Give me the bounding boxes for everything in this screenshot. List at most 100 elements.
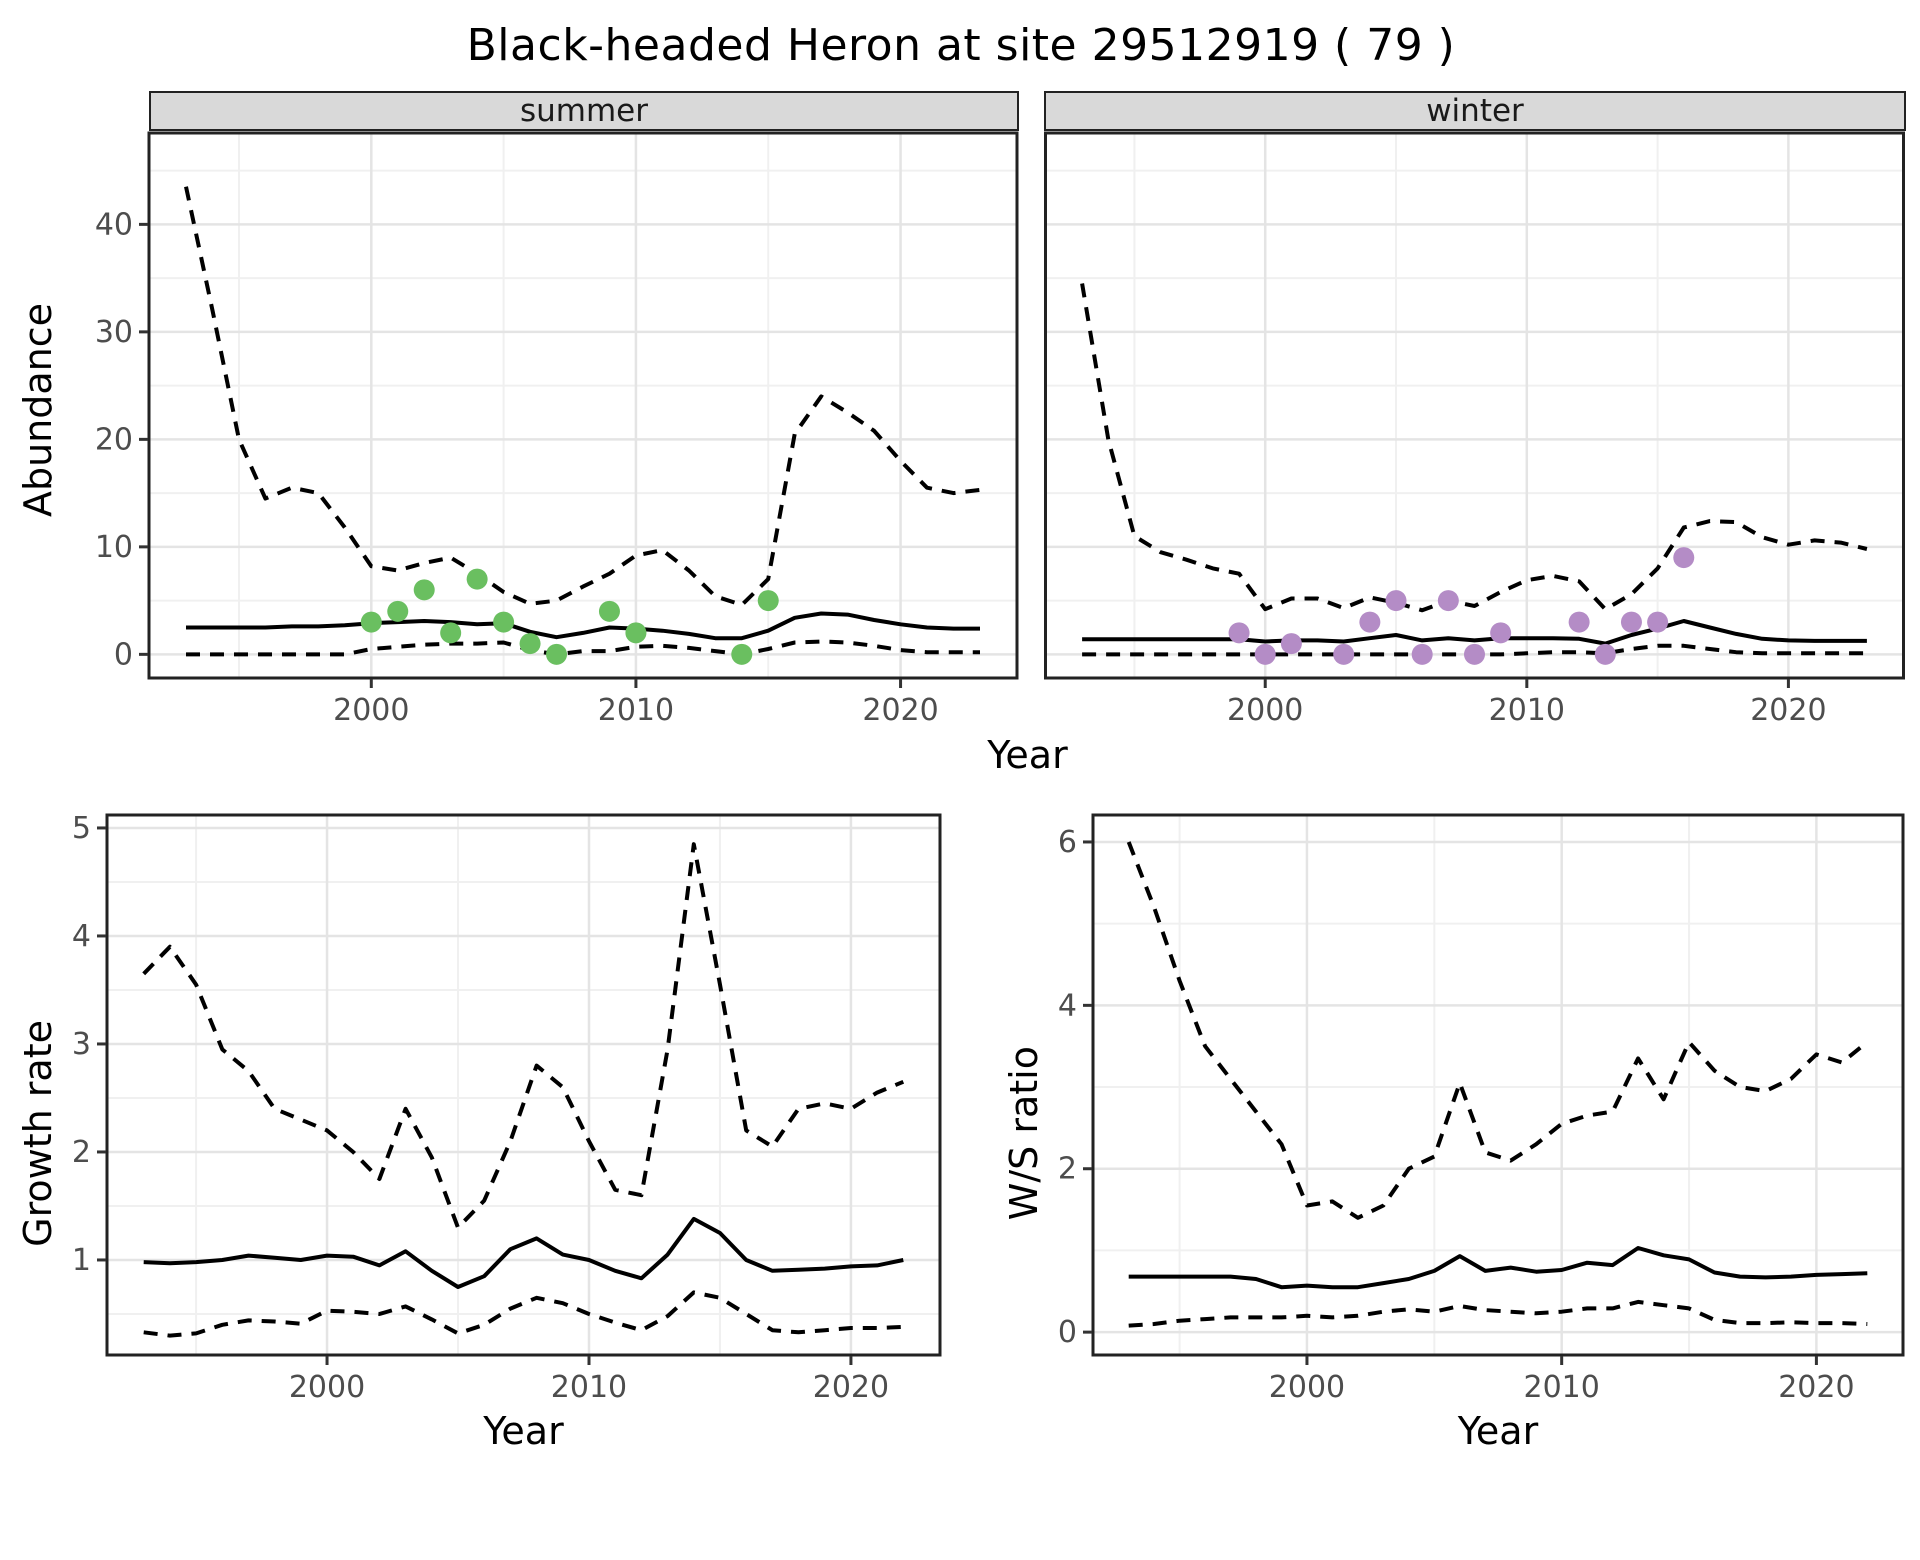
- series-upper-95-ci: [1080, 283, 1868, 613]
- abundance-axis-title: Abundance: [16, 302, 60, 518]
- data-point: [1647, 611, 1669, 633]
- data-point: [493, 611, 515, 633]
- growth-x-axis-title: Year: [483, 1409, 564, 1453]
- growth-rate-chart: 2000 2010 2020 1 2 3 4 5: [72, 813, 942, 1405]
- abundance-axis-title-wrap: Abundance: [14, 91, 62, 729]
- data-point: [1568, 611, 1590, 633]
- grid-minor: [1093, 815, 1903, 1355]
- grid-major: [107, 815, 940, 1355]
- y-tick-label: 40: [95, 207, 133, 242]
- abundance-row: Abundance summer 2000 2010 2020 0 10 20 30 40 w…: [14, 91, 1908, 729]
- winter-abundance-chart: 2000 2010 2020: [1044, 131, 1905, 728]
- data-point: [1464, 643, 1485, 665]
- facet-strip-winter: winter: [1044, 91, 1906, 131]
- panel-border: [105, 813, 942, 1357]
- ws-axis-title-wrap: W/S ratio: [1000, 813, 1048, 1453]
- data-point: [1333, 643, 1355, 665]
- y-tick-label: 20: [95, 422, 133, 457]
- y-tick-label: 30: [95, 315, 133, 350]
- grid-minor: [1045, 133, 1904, 678]
- data-point: [1228, 622, 1250, 644]
- y-tick-label: 6: [1058, 825, 1077, 860]
- top-x-axis-title: Year: [987, 733, 1068, 777]
- y-tick-label: 4: [72, 919, 91, 954]
- series-median: [1082, 619, 1867, 646]
- y-tick-label: 4: [1058, 988, 1077, 1023]
- y-tick-label: 1: [72, 1243, 91, 1278]
- facet-winter: winter 2000 2010 2020: [1044, 91, 1906, 729]
- x-tick-label: 2010: [598, 693, 674, 728]
- observation-points: [360, 568, 779, 665]
- panel-background: [1093, 815, 1903, 1355]
- data-point: [1437, 590, 1459, 612]
- data-point: [519, 633, 541, 655]
- x-tick-label: 2000: [1227, 693, 1303, 728]
- series-median: [143, 1216, 904, 1289]
- series-upper-95-ci: [184, 186, 981, 607]
- data-point: [1359, 611, 1381, 633]
- data-point: [1280, 633, 1302, 655]
- facet-gap: [1019, 91, 1044, 729]
- ws-x-axis-title: Year: [1457, 1409, 1539, 1453]
- panel-background: [107, 815, 940, 1355]
- grid-major: [1093, 815, 1903, 1355]
- data-point: [1620, 611, 1642, 633]
- panel-border: [147, 131, 1019, 680]
- data-point: [466, 568, 488, 590]
- data-point: [625, 622, 647, 644]
- series-median: [186, 611, 980, 641]
- x-tick-label: 2010: [1523, 1370, 1599, 1405]
- chart-title: Black-headed Heron at site 29512919 ( 79…: [466, 20, 1456, 71]
- grid-minor: [107, 815, 940, 1355]
- axis-ticks: 2000 2010 2020 1 2 3 4 5: [72, 813, 889, 1405]
- panel-border: [1044, 131, 1905, 680]
- data-point: [1385, 590, 1407, 612]
- y-tick-label: 0: [1058, 1315, 1077, 1350]
- data-point: [546, 643, 568, 665]
- bottom-gap: [942, 813, 1000, 1453]
- x-tick-label: 2010: [1489, 693, 1565, 728]
- data-point: [1490, 622, 1512, 644]
- y-tick-label: 0: [114, 637, 133, 672]
- x-tick-label: 2020: [1778, 1370, 1854, 1405]
- panel-background: [1045, 133, 1904, 678]
- facet-strip-summer-label: summer: [519, 93, 648, 129]
- series-median: [1128, 1246, 1868, 1290]
- data-point: [387, 600, 409, 622]
- data-point: [1673, 547, 1695, 569]
- growth-axis-title: Growth rate: [16, 1019, 60, 1247]
- data-point: [413, 579, 435, 601]
- data-point: [360, 611, 382, 633]
- x-tick-label: 2000: [289, 1370, 365, 1405]
- growth-chart-col: 2000 2010 2020 1 2 3 4 5 Year: [62, 813, 942, 1453]
- data-point: [598, 600, 620, 622]
- x-tick-label: 2000: [1269, 1370, 1345, 1405]
- ws-ratio-chart: 2000 2010 2020 0 2 4 6: [1058, 813, 1905, 1405]
- x-tick-label: 2010: [551, 1370, 627, 1405]
- ws-chart-col: 2000 2010 2020 0 2 4 6 Year: [1048, 813, 1905, 1453]
- y-tick-label: 2: [72, 1135, 91, 1170]
- series-upper-95-ci: [142, 842, 905, 1230]
- bottom-row: Growth rate 2000 2010 2020 1 2 3 4 5 Year W/S r…: [14, 813, 1908, 1453]
- ws-axis-title: W/S ratio: [1002, 1045, 1046, 1221]
- y-tick-label: 2: [1058, 1152, 1077, 1187]
- axis-ticks: 2000 2010 2020 0 10 20 30 40: [95, 207, 939, 728]
- data-point: [757, 590, 779, 612]
- data-point: [1594, 643, 1616, 665]
- x-tick-label: 2000: [333, 693, 409, 728]
- facet-strip-winter-label: winter: [1426, 93, 1524, 129]
- panel-background: [149, 133, 1017, 678]
- summer-abundance-chart: 2000 2010 2020 0 10 20 30 40: [95, 131, 1019, 728]
- facet-summer: summer 2000 2010 2020 0 10 20 30 40: [62, 91, 1019, 729]
- series-lower-95-ci: [143, 1290, 904, 1338]
- facet-strip-summer: summer: [149, 91, 1019, 131]
- data-point: [1411, 643, 1433, 665]
- series-upper-95-ci: [1126, 841, 1869, 1220]
- axis-ticks: 2000 2010 2020 0 2 4 6: [1058, 825, 1855, 1405]
- data-point: [1254, 643, 1276, 665]
- y-tick-label: 3: [72, 1027, 91, 1062]
- series-lower-95-ci: [186, 639, 980, 657]
- x-tick-label: 2020: [813, 1370, 889, 1405]
- panel-border: [1091, 813, 1905, 1357]
- x-tick-label: 2020: [862, 693, 938, 728]
